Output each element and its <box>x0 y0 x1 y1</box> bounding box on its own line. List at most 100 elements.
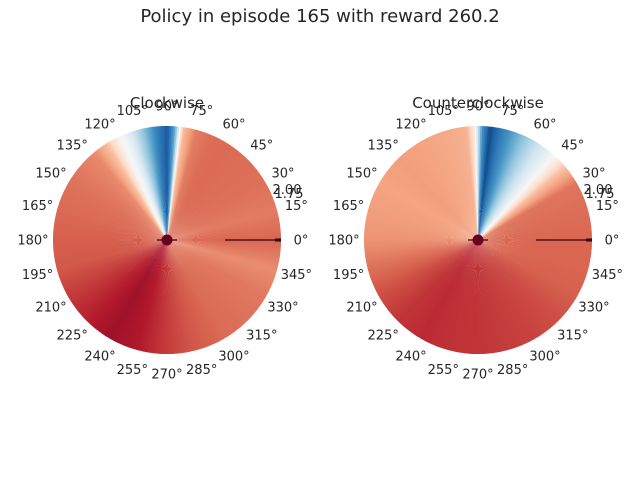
heat-wedge <box>144 240 167 353</box>
heat-wedge <box>394 160 478 240</box>
heat-wedge <box>478 151 552 240</box>
heat-wedge <box>478 147 547 240</box>
heat-wedge <box>393 240 478 318</box>
theta-tick-label: 135° <box>368 139 399 154</box>
heat-wedge <box>383 240 478 306</box>
heat-wedge <box>167 176 263 240</box>
heat-wedge <box>53 223 168 240</box>
heat-wedge <box>478 240 576 301</box>
heat-wedge <box>167 149 239 240</box>
figure-title: Policy in episode 165 with reward 260.2 <box>140 6 500 27</box>
heat-wedge <box>167 172 261 240</box>
heat-wedge <box>167 240 281 251</box>
heatmap-wedges <box>52 125 282 355</box>
heat-wedge <box>167 240 271 291</box>
heat-wedge <box>385 171 478 240</box>
theta-tick-label: 45° <box>561 139 584 154</box>
heat-wedge <box>410 146 478 240</box>
heat-wedge <box>162 240 167 354</box>
heat-wedge <box>167 240 235 334</box>
theta-tick-label: 195° <box>333 268 364 283</box>
heat-wedge <box>80 163 167 240</box>
heat-wedge <box>364 229 478 240</box>
heat-wedge <box>167 126 176 240</box>
heat-wedge <box>450 240 478 352</box>
heat-wedge <box>67 240 167 298</box>
heat-wedge <box>167 129 199 240</box>
heat-wedge <box>167 240 279 268</box>
heat-wedge <box>167 240 247 324</box>
heat-wedge <box>167 137 220 240</box>
heat-wedge <box>167 181 266 240</box>
heat-wedge <box>478 131 516 240</box>
heat-wedge <box>167 240 279 264</box>
heat-wedge <box>417 240 478 338</box>
heat-wedge <box>368 206 478 240</box>
heat-wedge <box>167 240 277 274</box>
heat-wedge <box>406 149 478 240</box>
heat-wedge <box>82 162 167 240</box>
heat-wedge <box>384 172 478 240</box>
heat-wedge <box>167 182 267 240</box>
heat-wedge <box>478 240 537 339</box>
theta-tick-label: 240° <box>84 350 115 365</box>
heat-wedge <box>154 240 167 354</box>
theta-tick-labels: 0° 15° 30° 45° 60° 75° 90° 105°120° 135° 150° 165°… <box>17 100 312 383</box>
heat-wedge <box>82 240 167 318</box>
heat-wedge <box>469 240 478 354</box>
theta-tick-label: 315° <box>557 328 588 343</box>
theta-tick-label: 285° <box>186 363 217 378</box>
heat-wedge <box>386 240 478 311</box>
heat-wedge <box>95 240 167 331</box>
heat-wedge <box>167 146 235 240</box>
heat-wedge <box>74 171 167 240</box>
heat-wedge <box>55 214 167 240</box>
heat-wedge <box>52 237 167 241</box>
heat-wedge <box>167 128 191 240</box>
heat-wedge <box>371 197 478 240</box>
heat-wedge <box>167 147 236 240</box>
heat-wedge <box>478 240 577 299</box>
heat-wedge <box>167 240 278 272</box>
heat-wedge <box>89 155 167 240</box>
heat-wedge <box>478 240 589 270</box>
heat-wedge <box>387 168 478 240</box>
heat-wedge <box>57 206 167 240</box>
heat-wedge <box>167 148 238 240</box>
theta-tick-label: 180° <box>328 234 359 249</box>
heat-wedge <box>400 155 478 240</box>
heat-wedge <box>167 134 212 240</box>
heat-wedge <box>390 164 478 240</box>
heat-wedge <box>457 240 478 353</box>
heat-wedge <box>127 240 167 348</box>
theta-tick-label: 270° <box>462 368 493 383</box>
heat-wedge <box>477 125 481 240</box>
heat-wedge <box>478 163 565 240</box>
heat-wedge <box>478 126 483 240</box>
heat-wedge <box>442 240 478 350</box>
heat-wedge <box>98 240 167 333</box>
heat-wedge <box>56 210 168 240</box>
heat-wedge <box>167 240 244 327</box>
theta-tick-label: 30° <box>271 167 294 182</box>
heat-wedge <box>167 240 254 317</box>
heat-wedge <box>478 240 574 304</box>
heat-wedge <box>478 126 487 240</box>
heat-wedge <box>167 240 270 293</box>
heat-wedge <box>446 240 478 351</box>
heat-wedge <box>84 159 167 240</box>
heat-wedge <box>383 174 478 240</box>
heat-wedge <box>167 126 174 240</box>
heat-wedge <box>167 240 231 336</box>
heat-wedge <box>79 240 167 316</box>
heat-wedge <box>54 217 167 240</box>
heat-wedge <box>167 171 260 240</box>
heat-wedge <box>167 240 258 312</box>
heat-wedge <box>465 240 478 354</box>
theta-tick-label: 0° <box>294 234 309 249</box>
heat-wedge <box>378 240 478 298</box>
heat-wedge <box>478 172 572 240</box>
heat-wedge <box>167 240 273 287</box>
theta-tick-label: 15° <box>596 199 619 214</box>
heat-wedge <box>55 216 167 240</box>
